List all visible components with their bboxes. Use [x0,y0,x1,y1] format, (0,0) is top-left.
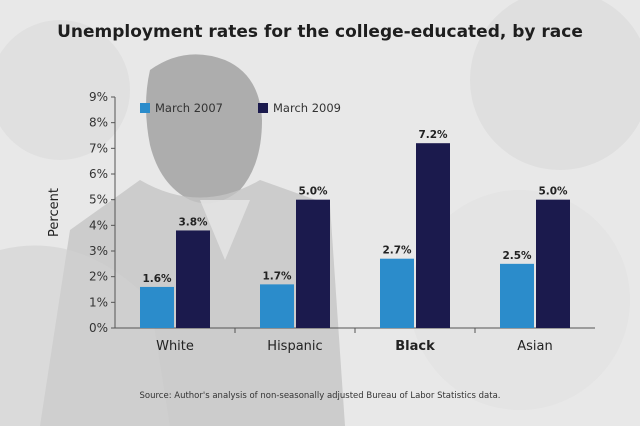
bar-hispanic-march-2009 [296,199,330,328]
y-tick-label: 4% [89,218,108,232]
chart-title: Unemployment rates for the college-educa… [57,22,583,42]
data-label: 1.7% [262,270,292,282]
source-note: Source: Author's analysis of non-seasona… [139,391,501,401]
y-tick-label: 2% [89,270,108,284]
data-label: 5.0% [538,186,568,198]
y-tick-label: 7% [89,141,108,155]
bar-black-march-2009 [416,143,450,328]
x-tick-label: Black [395,339,435,354]
bar-black-march-2007 [380,258,414,328]
legend-label: March 2007 [155,101,223,115]
y-axis-title: Percent [47,188,62,237]
data-label: 1.6% [142,273,172,285]
y-tick-label: 6% [89,167,108,181]
x-tick-label: Asian [517,339,552,354]
data-label: 3.8% [178,216,208,228]
legend-swatch [140,103,150,113]
x-tick-label: Hispanic [267,339,322,354]
bar-hispanic-march-2007 [260,284,294,328]
bar-white-march-2007 [140,286,174,328]
legend-label: March 2009 [273,101,341,115]
data-label: 2.7% [382,245,412,257]
bar-white-march-2009 [176,230,210,328]
y-tick-label: 5% [89,193,108,207]
x-tick-label: White [156,339,194,354]
bar-asian-march-2007 [500,263,534,328]
data-label: 5.0% [298,186,328,198]
y-tick-label: 1% [89,295,108,309]
y-tick-label: 9% [89,90,108,104]
bar-asian-march-2009 [536,199,570,328]
data-label: 7.2% [418,129,448,141]
y-tick-label: 3% [89,244,108,258]
data-label: 2.5% [502,250,532,262]
y-tick-label: 8% [89,116,108,130]
legend-swatch [258,103,268,113]
y-tick-label: 0% [89,321,108,335]
